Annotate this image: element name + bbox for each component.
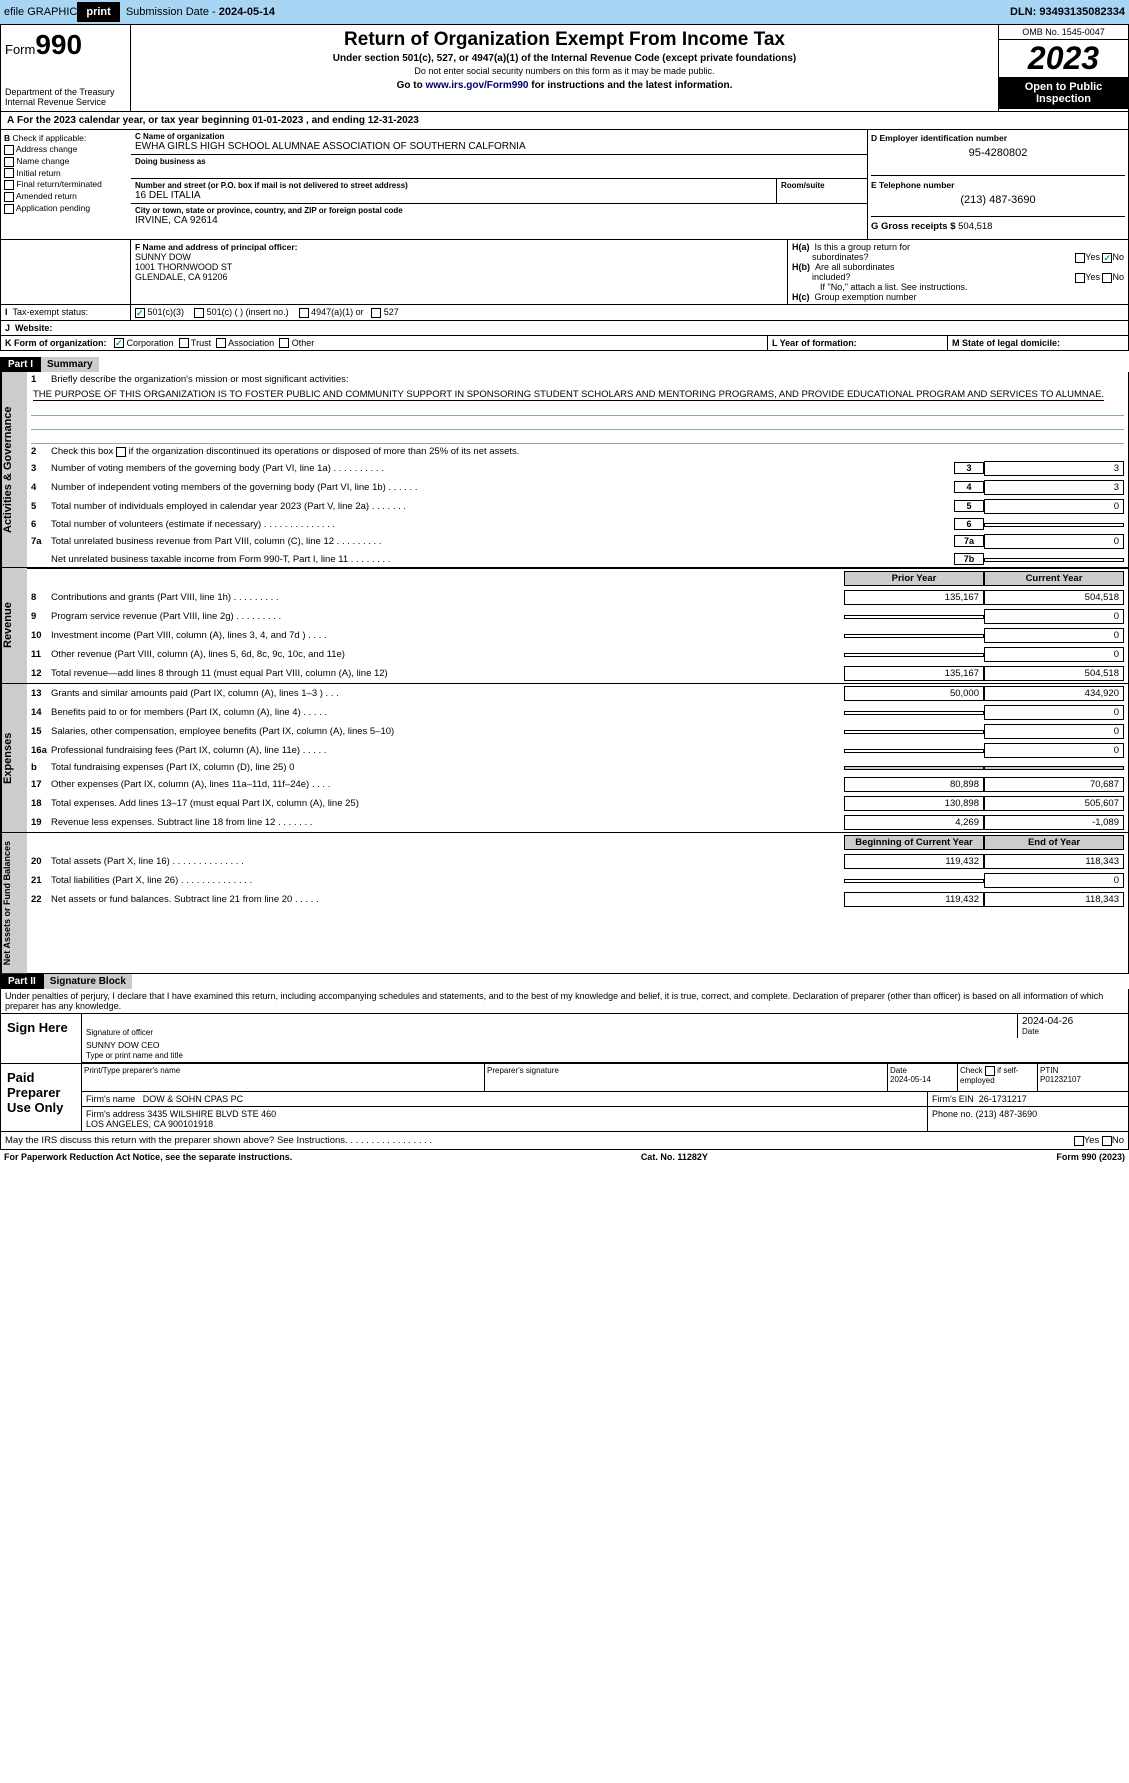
col-current: Current Year xyxy=(984,571,1124,586)
prep-date: 2024-05-14 xyxy=(890,1075,931,1084)
col-beginning: Beginning of Current Year xyxy=(844,835,984,850)
state-domicile-label: M State of legal domicile: xyxy=(952,338,1060,348)
ssn-warning: Do not enter social security numbers on … xyxy=(135,66,994,76)
form-header: Form990 Department of the Treasury Inter… xyxy=(0,24,1129,112)
gross-receipts: G Gross receipts $ 504,518 xyxy=(871,217,1125,236)
form-title: Return of Organization Exempt From Incom… xyxy=(135,29,994,51)
paid-preparer-label: Paid Preparer Use Only xyxy=(1,1064,81,1131)
cat-number: Cat. No. 11282Y xyxy=(641,1152,708,1162)
org-name: EWHA GIRLS HIGH SCHOOL ALUMNAE ASSOCIATI… xyxy=(135,141,863,152)
cb-amended[interactable]: Amended return xyxy=(4,191,128,202)
tax-year-line: A For the 2023 calendar year, or tax yea… xyxy=(1,112,425,129)
year-formation-label: L Year of formation: xyxy=(772,338,857,348)
form-number: Form990 xyxy=(5,29,126,61)
tax-year: 2023 xyxy=(999,40,1128,77)
city-state-zip: IRVINE, CA 92614 xyxy=(135,215,863,226)
hc-exemption: H(c) Group exemption number xyxy=(792,292,1124,302)
hb-note: If "No," attach a list. See instructions… xyxy=(792,282,1124,292)
firm-ein: 26-1731217 xyxy=(979,1094,1027,1104)
omb-number: OMB No. 1545-0047 xyxy=(999,25,1128,40)
open-public-badge: Open to Public Inspection xyxy=(999,77,1128,109)
website-label: Website: xyxy=(15,323,52,333)
cb-other[interactable] xyxy=(279,338,289,348)
cb-527[interactable] xyxy=(371,308,381,318)
subdate-label: Submission Date - 2024-05-14 xyxy=(120,6,281,18)
mission-text: THE PURPOSE OF THIS ORGANIZATION IS TO F… xyxy=(27,387,1128,402)
cb-name[interactable]: Name change xyxy=(4,156,128,167)
dln: DLN: 93493135082334 xyxy=(1010,6,1125,18)
sidebar-expenses: Expenses xyxy=(1,684,27,832)
mission-label: Briefly describe the organization's miss… xyxy=(51,374,1124,385)
self-employed-check[interactable]: Check if self-employed xyxy=(958,1064,1038,1091)
sidebar-netassets: Net Assets or Fund Balances xyxy=(1,833,27,973)
cb-trust[interactable] xyxy=(179,338,189,348)
addr-label: Number and street (or P.O. box if mail i… xyxy=(135,181,772,190)
form-subtitle: Under section 501(c), 527, or 4947(a)(1)… xyxy=(135,53,994,64)
room-label: Room/suite xyxy=(781,181,863,190)
street-address: 16 DEL ITALIA xyxy=(135,190,772,201)
officer-name: SUNNY DOW xyxy=(135,252,783,262)
officer-label: F Name and address of principal officer: xyxy=(135,242,297,252)
tax-status-label: Tax-exempt status: xyxy=(13,307,89,317)
ha-group-return: H(a) Is this a group return for subordin… xyxy=(792,242,1124,262)
ein-value: 95-4280802 xyxy=(871,147,1125,159)
cb-501c3[interactable] xyxy=(135,308,145,318)
sig-officer-label: Signature of officer xyxy=(86,1028,1013,1037)
org-name-label: C Name of organization xyxy=(135,132,863,141)
check-applicable-label: B Check if applicable: xyxy=(4,133,128,143)
part2-title: Signature Block xyxy=(44,974,132,989)
ptin-value: P01232107 xyxy=(1040,1075,1081,1084)
cb-corp[interactable] xyxy=(114,338,124,348)
cb-initial[interactable]: Initial return xyxy=(4,168,128,179)
part2-header: Part II xyxy=(0,974,44,989)
prep-sig-label: Preparer's signature xyxy=(487,1066,559,1075)
efile-label: efile GRAPHIC xyxy=(4,6,77,18)
officer-name-title: SUNNY DOW CEO xyxy=(86,1040,160,1050)
firm-phone: (213) 487-3690 xyxy=(976,1109,1038,1119)
goto-link[interactable]: Go to www.irs.gov/Form990 for instructio… xyxy=(135,80,994,91)
city-label: City or town, state or province, country… xyxy=(135,206,863,215)
cb-assoc[interactable] xyxy=(216,338,226,348)
cb-4947[interactable] xyxy=(299,308,309,318)
phone-value: (213) 487-3690 xyxy=(871,194,1125,206)
cb-pending[interactable]: Application pending xyxy=(4,203,128,214)
sig-date-value: 2024-04-26 xyxy=(1022,1016,1124,1027)
cb-501c[interactable] xyxy=(194,308,204,318)
prep-name-label: Print/Type preparer's name xyxy=(84,1066,180,1075)
sign-here-label: Sign Here xyxy=(1,1014,81,1063)
sidebar-activities: Activities & Governance xyxy=(1,372,27,567)
entity-block: B Check if applicable: Address change Na… xyxy=(0,130,1129,240)
part1-title: Summary xyxy=(41,357,99,372)
part1-header: Part I xyxy=(0,357,41,372)
discuss-question: May the IRS discuss this return with the… xyxy=(1,1132,1128,1149)
line2: Check this box if the organization disco… xyxy=(51,446,1124,457)
col-end: End of Year xyxy=(984,835,1124,850)
ein-label: D Employer identification number xyxy=(871,133,1125,143)
phone-label: E Telephone number xyxy=(871,180,1125,190)
cb-final[interactable]: Final return/terminated xyxy=(4,179,128,190)
cb-address[interactable]: Address change xyxy=(4,144,128,155)
dba-label: Doing business as xyxy=(135,157,863,166)
form-org-label: K Form of organization: xyxy=(5,338,107,348)
officer-addr2: GLENDALE, CA 91206 xyxy=(135,272,783,282)
officer-addr1: 1001 THORNWOOD ST xyxy=(135,262,783,272)
col-prior: Prior Year xyxy=(844,571,984,586)
dept-label: Department of the Treasury Internal Reve… xyxy=(5,87,126,107)
form-footer: Form 990 (2023) xyxy=(1056,1152,1125,1162)
top-toolbar: efile GRAPHIC print Submission Date - 20… xyxy=(0,0,1129,24)
sidebar-revenue: Revenue xyxy=(1,568,27,683)
pra-notice: For Paperwork Reduction Act Notice, see … xyxy=(4,1152,292,1162)
perjury-declaration: Under penalties of perjury, I declare th… xyxy=(0,989,1129,1014)
print-button[interactable]: print xyxy=(77,2,119,22)
firm-name: DOW & SOHN CPAS PC xyxy=(143,1094,243,1104)
hb-subordinates: H(b) Are all subordinates included? Yes … xyxy=(792,262,1124,282)
